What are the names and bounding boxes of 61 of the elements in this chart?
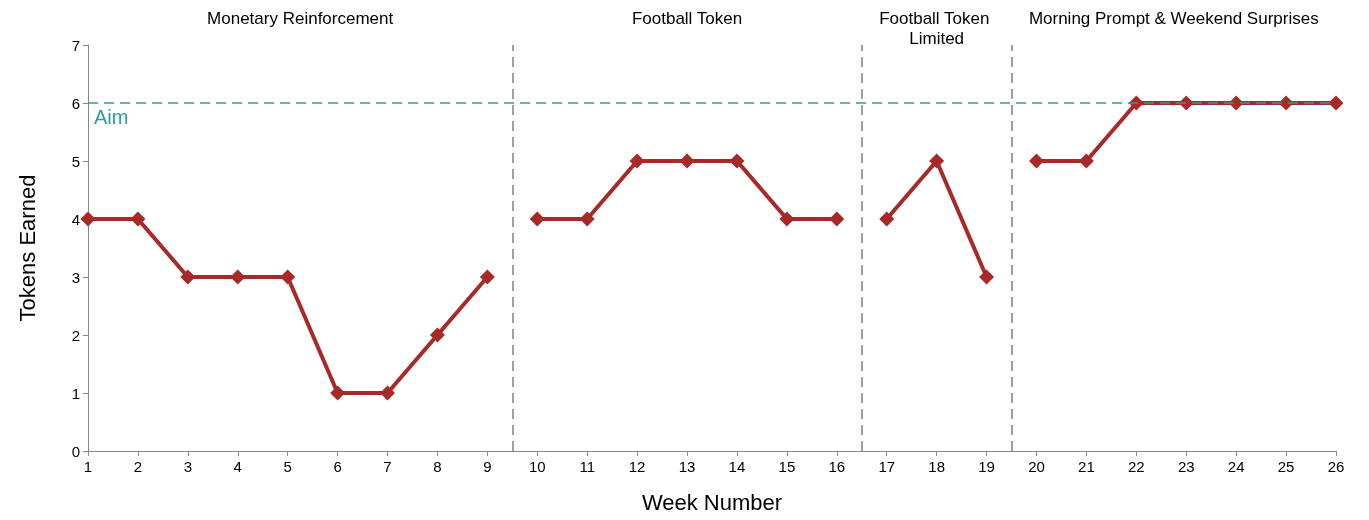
point bbox=[1328, 95, 1344, 111]
point bbox=[629, 153, 645, 169]
x-tick-label: 8 bbox=[433, 458, 442, 475]
x-tick-label: 11 bbox=[579, 458, 595, 475]
x-tick-label: 10 bbox=[528, 458, 546, 475]
x-tick-label: 24 bbox=[1227, 458, 1245, 475]
y-tick-label: 2 bbox=[71, 326, 80, 344]
ref-line-label: Aim bbox=[94, 106, 129, 128]
y-tick-label: 3 bbox=[71, 268, 80, 286]
text: Monetary Reinforcement bbox=[207, 8, 394, 28]
point bbox=[979, 269, 995, 285]
point bbox=[679, 153, 695, 169]
annotation: Football Token Limited bbox=[879, 8, 995, 48]
y-tick-label: 7 bbox=[71, 36, 80, 54]
x-tick-label: 16 bbox=[828, 458, 846, 475]
point bbox=[579, 211, 595, 227]
point bbox=[130, 211, 146, 227]
point bbox=[1028, 153, 1044, 169]
x-tick-label: 18 bbox=[928, 458, 945, 475]
point bbox=[180, 269, 196, 285]
x-tick-label: 19 bbox=[978, 458, 995, 475]
x-tick-label: 13 bbox=[678, 458, 696, 475]
y-tick-label: 1 bbox=[71, 384, 80, 402]
text: Football Token bbox=[631, 8, 743, 28]
x-tick-label: 23 bbox=[1177, 458, 1195, 475]
x-tick-label: 3 bbox=[183, 458, 193, 475]
x-tick-label: 6 bbox=[333, 458, 342, 475]
x-tick-label: 21 bbox=[1078, 458, 1095, 475]
x-tick-label: 14 bbox=[728, 458, 746, 475]
x-tick-label: 15 bbox=[778, 458, 796, 475]
point bbox=[380, 385, 396, 401]
point bbox=[829, 211, 845, 227]
point bbox=[779, 211, 795, 227]
x-tick-label: 22 bbox=[1127, 458, 1145, 475]
point bbox=[479, 269, 495, 285]
point bbox=[529, 211, 545, 227]
y-tick-label: 5 bbox=[71, 152, 80, 170]
x-tick-label: 17 bbox=[878, 458, 896, 475]
y-tick-label: 4 bbox=[71, 210, 80, 228]
y-tick-label: 0 bbox=[71, 442, 80, 460]
x-tick-label: 1 bbox=[83, 458, 93, 475]
point bbox=[230, 269, 246, 285]
y-axis-title: Tokens Earned bbox=[14, 174, 40, 322]
x-tick-label: 4 bbox=[233, 458, 242, 475]
x-tick-label: 20 bbox=[1028, 458, 1045, 475]
text: Morning Prompt & Weekend Surprises bbox=[1028, 8, 1319, 28]
x-tick-label: 26 bbox=[1327, 458, 1345, 475]
y-tick-label: 6 bbox=[71, 94, 80, 112]
point bbox=[280, 269, 296, 285]
x-tick-label: 25 bbox=[1277, 458, 1295, 475]
x-tick-label: 12 bbox=[628, 458, 646, 475]
point bbox=[80, 211, 96, 227]
x-tick-label: 2 bbox=[133, 458, 143, 475]
point bbox=[879, 211, 895, 227]
x-tick-label: 7 bbox=[383, 458, 392, 475]
point bbox=[429, 327, 445, 343]
point bbox=[729, 153, 745, 169]
point bbox=[929, 153, 945, 169]
x-axis-title: Week Number bbox=[641, 489, 783, 515]
x-tick-label: 9 bbox=[483, 458, 492, 475]
x-tick-label: 5 bbox=[283, 458, 292, 475]
